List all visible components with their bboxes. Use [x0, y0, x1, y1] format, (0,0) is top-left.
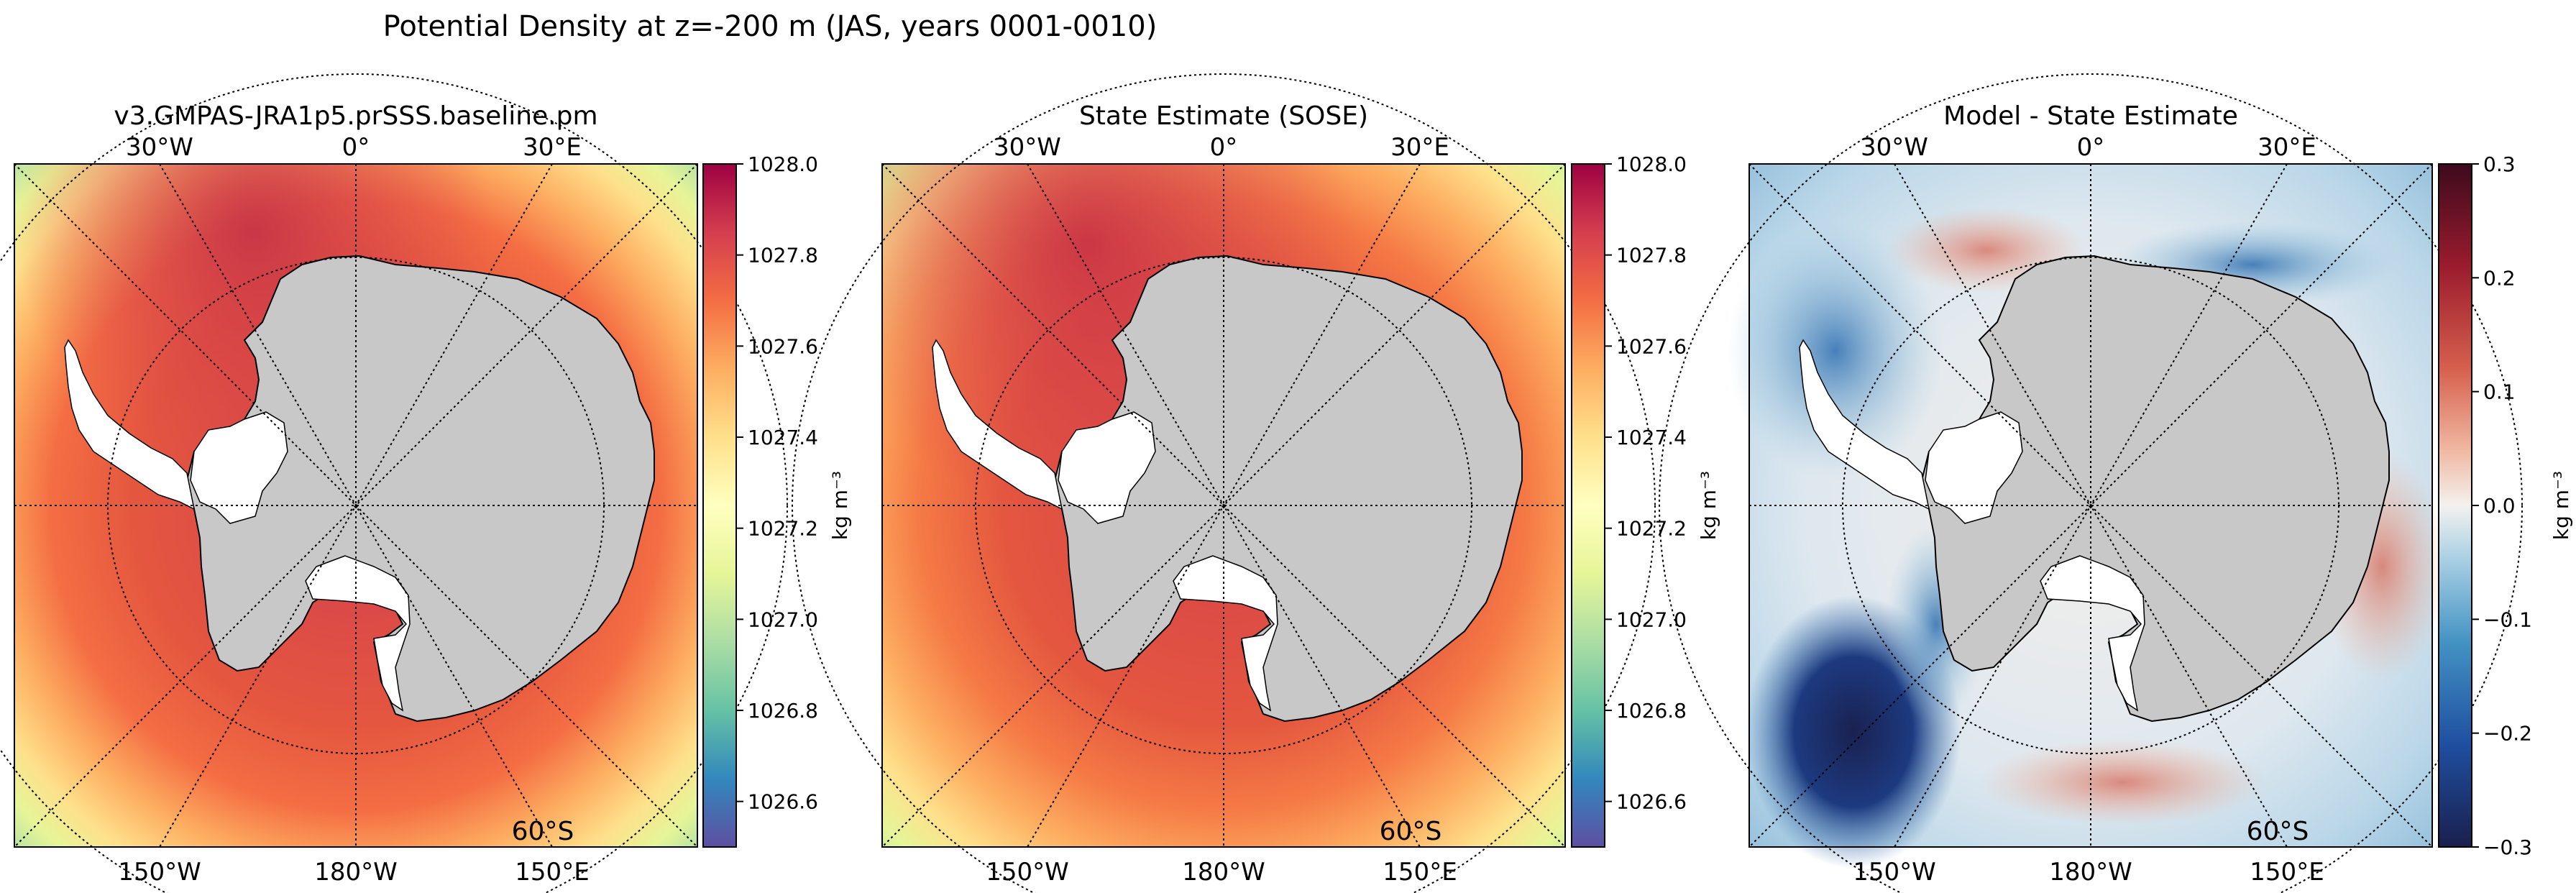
panel-sose: State Estimate (SOSE) 30°W 0° 30°E 150°W… — [792, 73, 1656, 893]
colorbar-tick-label: −0.3 — [2483, 835, 2532, 859]
lon-label-180w: 180°W — [1182, 858, 1265, 887]
map-frame — [881, 163, 1566, 848]
colorbar-difference: −0.3 −0.2 −0.1 0.0 0.1 0.2 0.3 kg m⁻³ — [2438, 152, 2573, 859]
colorbar-tick-label: 0.2 — [2483, 266, 2516, 290]
panel-difference: Model - State Estimate 30°W 0° 30°E 150°… — [1659, 73, 2523, 893]
colorbar-tick-label: 0.3 — [2483, 152, 2516, 176]
graticule — [792, 73, 1656, 893]
lat-label-60s: 60°S — [512, 817, 574, 846]
lon-label-30e: 30°E — [2258, 133, 2316, 162]
colorbar-tick-label: −0.2 — [2483, 722, 2532, 746]
colorbar-tick-label: 1028.0 — [1616, 152, 1687, 176]
colorbar-label: kg m⁻³ — [1697, 471, 1720, 540]
lon-label-180w: 180°W — [314, 858, 398, 887]
graticule — [0, 73, 788, 893]
lon-label-0: 0° — [1210, 133, 1238, 162]
colorbar-tick-label: 1026.6 — [748, 790, 818, 814]
colorbar-tick-label: −0.1 — [2483, 608, 2532, 631]
lon-label-0: 0° — [342, 133, 370, 162]
lon-label-150e: 150°E — [2250, 858, 2324, 887]
colorbar-tick-label: 1026.6 — [1616, 790, 1687, 814]
colorbar-tick-label: 1027.4 — [1616, 426, 1687, 449]
colorbar-tick-label: 1026.8 — [1616, 699, 1687, 723]
colorbar-tick-label: 1027.0 — [748, 608, 818, 631]
colorbar-tick-label: 1027.6 — [1616, 334, 1687, 358]
lat-label-60s: 60°S — [2247, 817, 2309, 846]
colorbar-label: kg m⁻³ — [2549, 471, 2573, 540]
colorbar-tick-label: 0.0 — [2483, 494, 2516, 518]
colorbar-tick-label: 1027.0 — [1616, 608, 1687, 631]
lon-label-150w: 150°W — [118, 858, 201, 887]
colorbar-tick-label: 0.1 — [2483, 380, 2516, 404]
panel-title: Model - State Estimate — [1943, 101, 2238, 131]
lon-label-0: 0° — [2077, 133, 2105, 162]
lon-label-30w: 30°W — [126, 133, 193, 162]
graticule — [1659, 73, 2523, 893]
colorbar-model: 1026.6 1026.8 1027.0 1027.2 1027.4 1027.6 1027… — [702, 152, 852, 848]
colorbar-tick-label: 1027.4 — [748, 426, 818, 449]
panel-title: v3.GMPAS-JRA1p5.prSSS.baseline.pm — [114, 101, 597, 131]
lon-label-30w: 30°W — [994, 133, 1061, 162]
panel-model: v3.GMPAS-JRA1p5.prSSS.baseline.pm 30°W 0… — [0, 73, 788, 893]
figure-suptitle: Potential Density at z=-200 m (JAS, year… — [383, 10, 1158, 43]
panel-title: State Estimate (SOSE) — [1079, 101, 1368, 131]
colorbar-tick-label: 1027.6 — [748, 334, 818, 358]
lon-label-150e: 150°E — [515, 858, 589, 887]
colorbar-tick-label: 1027.2 — [1616, 517, 1687, 541]
lon-label-150e: 150°E — [1383, 858, 1457, 887]
colorbar-tick-label: 1027.8 — [1616, 244, 1687, 267]
colorbar-sose: 1026.6 1026.8 1027.0 1027.2 1027.4 1027.6 1027… — [1571, 152, 1720, 848]
colorbar-tick-label: 1027.2 — [748, 517, 818, 541]
lat-label-60s: 60°S — [1380, 817, 1442, 846]
lon-label-180w: 180°W — [2049, 858, 2132, 887]
colorbar-tick-label: 1026.8 — [748, 699, 818, 723]
colorbar-label: kg m⁻³ — [828, 471, 852, 540]
lon-label-30w: 30°W — [1861, 133, 1928, 162]
lon-label-30e: 30°E — [523, 133, 582, 162]
lon-label-150w: 150°W — [1853, 858, 1936, 887]
lon-label-30e: 30°E — [1390, 133, 1449, 162]
colorbar-tick-label: 1027.8 — [748, 244, 818, 267]
colorbar-tick-label: 1028.0 — [748, 152, 818, 176]
lon-label-150w: 150°W — [986, 858, 1069, 887]
map-frame — [14, 163, 698, 848]
map-frame — [1748, 163, 2433, 848]
